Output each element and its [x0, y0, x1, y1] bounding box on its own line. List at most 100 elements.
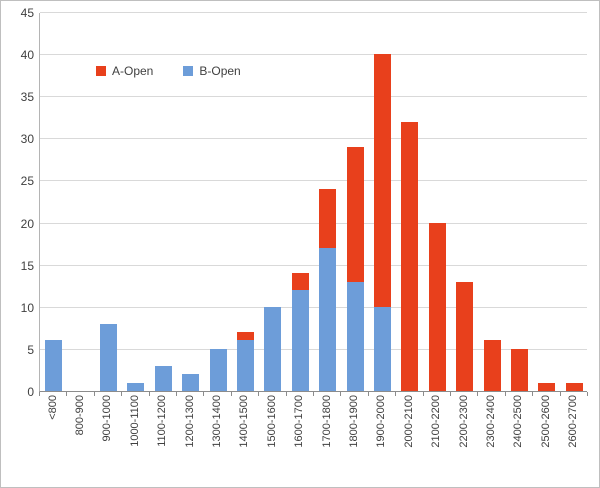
x-axis-label-text: 900-1000 — [101, 395, 114, 442]
y-axis-label-10: 10 — [20, 300, 34, 315]
x-axis-tick — [285, 392, 287, 396]
bar-b-open-1500-1600 — [264, 306, 282, 391]
bar-a-open-2300-2400 — [483, 340, 501, 391]
bar-a-open-1900-2000 — [374, 54, 391, 307]
x-axis-label-2500-2600: 2500-2600 — [532, 395, 559, 465]
x-axis-label-1000-1100: 1000-1100 — [121, 395, 148, 465]
bar-b-open-1400-1500 — [237, 340, 254, 391]
x-axis-tick — [203, 392, 205, 396]
x-axis-label-text: 800-900 — [74, 395, 87, 436]
gridline-25 — [40, 180, 587, 182]
gridline-10 — [40, 306, 587, 308]
x-axis-tick — [504, 392, 506, 396]
x-axis-label-1700-1800: 1700-1800 — [313, 395, 340, 465]
gridline-15 — [40, 264, 587, 266]
x-axis-label-1300-1400: 1300-1400 — [203, 395, 230, 465]
x-axis-label-text: 2200-2300 — [457, 395, 470, 448]
bar-b-open-800 — [45, 340, 63, 391]
x-axis-tick — [559, 392, 561, 396]
x-axis-label-text: 2500-2600 — [539, 395, 552, 448]
x-axis-tick — [587, 392, 588, 396]
x-axis-label-text: 2400-2500 — [512, 395, 525, 448]
x-axis-label-1600-1700: 1600-1700 — [286, 395, 313, 465]
x-axis-label-text: 1600-1700 — [293, 395, 306, 448]
legend-label-a-open: A-Open — [112, 64, 154, 78]
x-axis-tick — [39, 392, 40, 396]
bar-a-open-2200-2300 — [456, 281, 474, 391]
x-axis-label-1400-1500: 1400-1500 — [231, 395, 258, 465]
bar-b-open-1900-2000 — [374, 306, 391, 391]
gridline-40 — [40, 54, 587, 56]
bar-b-open-1800-1900 — [346, 281, 364, 391]
legend-swatch-a-open — [96, 66, 106, 76]
x-axis-tick — [148, 392, 150, 396]
bar-a-open-2500-2600 — [538, 382, 556, 391]
y-axis-label-25: 25 — [20, 174, 34, 189]
x-axis-tick — [532, 392, 534, 396]
x-axis-label-2000-2100: 2000-2100 — [395, 395, 422, 465]
x-axis-tick — [422, 392, 424, 396]
y-axis-label-35: 35 — [20, 90, 34, 105]
bar-b-open-1700-1800 — [319, 247, 337, 391]
gridline-5 — [40, 348, 587, 350]
bar-a-open-2400-2500 — [511, 348, 528, 391]
bar-a-open-1400-1500 — [237, 332, 254, 341]
bar-a-open-2000-2100 — [401, 121, 419, 391]
x-axis-label-1100-1200: 1100-1200 — [149, 395, 176, 465]
y-axis-label-45: 45 — [20, 6, 34, 20]
x-axis-label-2100-2200: 2100-2200 — [423, 395, 450, 465]
x-axis-tick — [230, 392, 232, 396]
bar-a-open-1600-1700 — [291, 273, 309, 290]
legend: A-Open B-Open — [96, 65, 241, 77]
x-axis-label-800-900: 800-900 — [66, 395, 93, 465]
x-axis-label-2400-2500: 2400-2500 — [505, 395, 532, 465]
x-axis-label-text: 1000-1100 — [128, 395, 141, 447]
legend-item-a-open: A-Open — [96, 65, 153, 77]
y-axis-label-15: 15 — [20, 258, 34, 273]
x-axis-tick — [93, 392, 95, 396]
x-axis-label-2600-2700: 2600-2700 — [560, 395, 587, 465]
x-axis-tick — [121, 392, 123, 396]
bar-b-open-1200-1300 — [182, 374, 200, 391]
x-axis-label-1900-2000: 1900-2000 — [368, 395, 395, 465]
x-axis-tick — [367, 392, 369, 396]
x-axis-tick — [340, 392, 342, 396]
bar-a-open-2600-2700 — [565, 382, 583, 391]
x-axis-tick — [477, 392, 479, 396]
x-axis-tick — [395, 392, 397, 396]
legend-item-b-open: B-Open — [183, 65, 241, 77]
plot-area: A-Open B-Open — [39, 12, 587, 392]
y-axis-label-40: 40 — [20, 48, 34, 63]
y-axis-label-20: 20 — [20, 216, 34, 231]
x-axis-label-1800-1900: 1800-1900 — [340, 395, 367, 465]
x-axis-label-2200-2300: 2200-2300 — [450, 395, 477, 465]
x-axis-label-text: <800 — [46, 395, 59, 420]
x-axis-label-text: 1800-1900 — [348, 395, 361, 448]
bar-b-open-1000-1100 — [127, 382, 145, 391]
gridline-45 — [40, 12, 587, 13]
x-axis-label-900-1000: 900-1000 — [94, 395, 121, 465]
x-axis-tick — [66, 392, 68, 396]
bar-b-open-1300-1400 — [209, 348, 227, 391]
bar-b-open-900-1000 — [100, 323, 117, 391]
x-axis-label-text: 2100-2200 — [430, 395, 443, 448]
x-axis-label-1200-1300: 1200-1300 — [176, 395, 203, 465]
gridline-20 — [40, 222, 587, 224]
x-axis-label-text: 2000-2100 — [402, 395, 415, 448]
x-axis-label-text: 1700-1800 — [320, 395, 333, 448]
x-axis-label-800: <800 — [39, 395, 66, 465]
bar-a-open-1800-1900 — [346, 146, 364, 282]
bar-b-open-1600-1700 — [291, 289, 309, 391]
x-axis-tick — [450, 392, 451, 396]
x-axis-tick — [176, 392, 177, 396]
x-axis-label-text: 1100-1200 — [156, 395, 169, 447]
x-axis-label-text: 1900-2000 — [375, 395, 388, 448]
x-axis-label-text: 1300-1400 — [211, 395, 224, 448]
x-axis-label-text: 2300-2400 — [485, 395, 498, 448]
y-axis-label-5: 5 — [27, 342, 34, 357]
x-axis-label-1500-1600: 1500-1600 — [258, 395, 285, 465]
x-axis-label-text: 1200-1300 — [183, 395, 196, 448]
gridline-30 — [40, 138, 587, 140]
x-axis-tick — [258, 392, 260, 396]
